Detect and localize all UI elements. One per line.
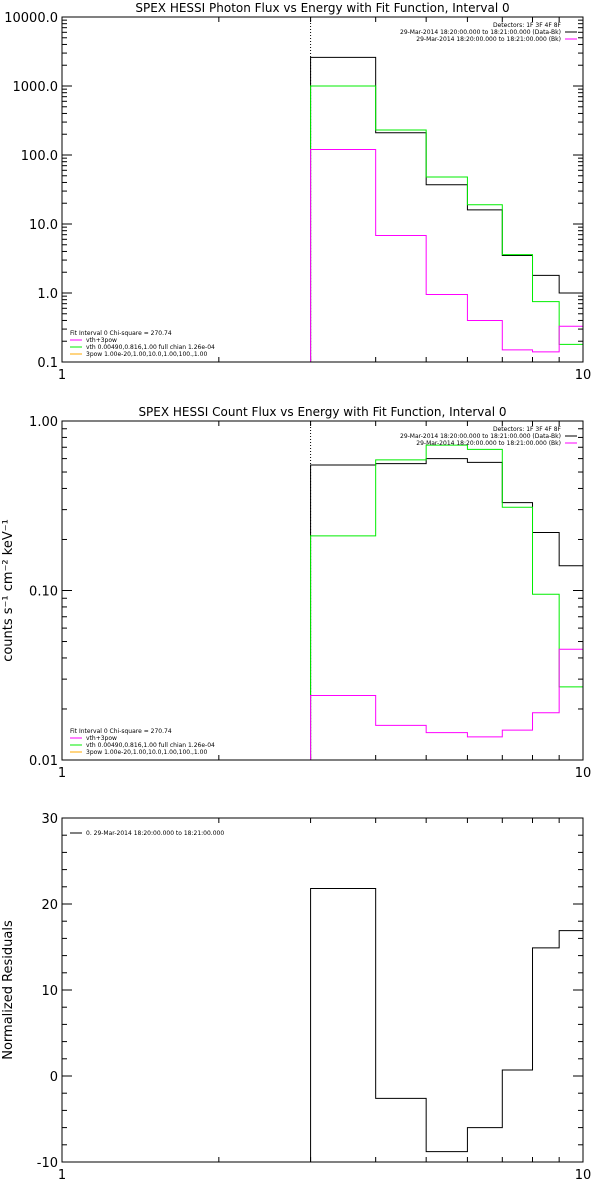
series-3-line <box>310 149 583 362</box>
y-tick-label: 10000.0 <box>4 11 58 26</box>
chart-title: SPEX HESSI Photon Flux vs Energy with Fi… <box>135 1 509 15</box>
chart-panel-3: Normalized Residuals 1 10 -10 0 10 20 30 0. 29-M… <box>1 812 591 1183</box>
legend-left-text: vth 0.00490,0.816,1.00 full chian 1.26e-… <box>86 344 215 351</box>
y-tick-label: 1.00 <box>29 415 58 430</box>
legend-left-text: Fit Interval 0 Chi-square = 270.74 <box>70 330 172 337</box>
y-axis-label: Normalized Residuals <box>1 920 16 1060</box>
y-tick-label: -10 <box>37 1156 58 1171</box>
series-1-line <box>310 888 583 1162</box>
legend-left-text: vth 0.00490,0.816,1.00 full chian 1.26e-… <box>86 742 215 749</box>
legend-right-text: 29-Mar-2014 18:20:00.000 to 18:21:00.000… <box>416 36 561 43</box>
y-tick-label: 10 <box>41 984 58 999</box>
legend-right-text: Detectors: 1F 3F 4F 8F <box>493 22 562 29</box>
x-tick-label: 10 <box>575 368 592 383</box>
x-tick-label: 1 <box>58 1168 66 1183</box>
series-2-line <box>310 85 583 362</box>
legend-left-text: 3pow 1.00e-20,1.00,10.0,1.00,100.,1.00 <box>86 351 207 358</box>
series-2-line <box>310 444 583 760</box>
y-tick-label: 1.0 <box>37 287 58 302</box>
chart-panel-2: SPEX HESSI Count Flux vs Energy with Fit… <box>1 405 591 781</box>
legend-left-text: vth+3pow <box>86 735 117 742</box>
y-tick-label: 30 <box>41 812 58 827</box>
legend-right-text: Detectors: 1F 3F 4F 8F <box>493 426 562 433</box>
y-tick-label: 0.10 <box>29 585 58 600</box>
x-tick-label: 1 <box>58 368 66 383</box>
y-tick-label: 1000.0 <box>13 80 59 95</box>
legend-left-text: 3pow 1.00e-20,1.00,10.0,1.00,100.,1.00 <box>86 749 207 756</box>
x-tick-label: 1 <box>58 766 66 781</box>
legend-left-text: vth+3pow <box>86 337 117 344</box>
x-tick-label: 10 <box>575 766 592 781</box>
plot-frame <box>61 420 584 761</box>
series-3-line <box>310 648 583 760</box>
y-tick-label: 20 <box>41 898 58 913</box>
plot-frame <box>61 817 584 1163</box>
legend-left-text: Fit Interval 0 Chi-square = 270.74 <box>70 728 172 735</box>
y-tick-label: 10.0 <box>29 218 58 233</box>
chart-title: SPEX HESSI Count Flux vs Energy with Fit… <box>138 405 506 419</box>
x-tick-label: 10 <box>575 1168 592 1183</box>
y-axis-label: counts s⁻¹ cm⁻² keV⁻¹ <box>1 519 16 662</box>
series-1-line <box>310 56 583 362</box>
y-tick-label: 100.0 <box>21 149 58 164</box>
legend-right-text: 29-Mar-2014 18:20:00.000 to 18:21:00.000… <box>400 433 561 440</box>
legend-right-text: 29-Mar-2014 18:20:00.000 to 18:21:00.000… <box>400 29 561 36</box>
y-tick-label: 0 <box>50 1070 58 1085</box>
series-1-line <box>310 458 583 760</box>
chart-panel-1: SPEX HESSI Photon Flux vs Energy with Fi… <box>4 1 591 383</box>
legend-right-text: 29-Mar-2014 18:20:00.000 to 18:21:00.000… <box>416 440 561 447</box>
y-tick-label: 0.01 <box>29 754 58 769</box>
y-tick-label: 0.1 <box>37 356 58 371</box>
plot-frame <box>61 16 584 363</box>
legend-text: 0. 29-Mar-2014 18:20:00.000 to 18:21:00.… <box>86 830 224 837</box>
